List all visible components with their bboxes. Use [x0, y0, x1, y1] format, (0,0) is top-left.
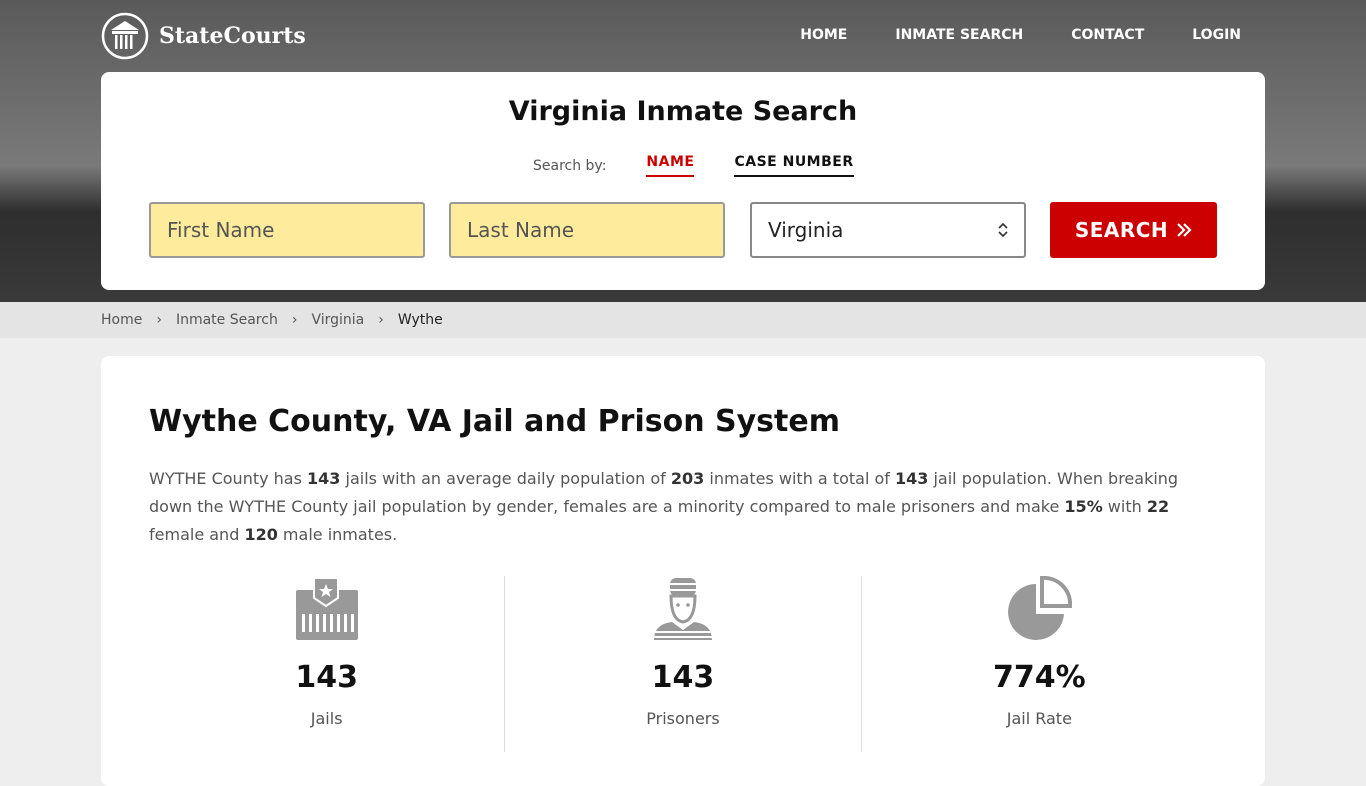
breadcrumb-current: Wythe — [397, 312, 443, 328]
nav-login[interactable]: LOGIN — [1192, 27, 1241, 43]
state-value: Virginia — [768, 218, 844, 242]
search-tabs: Search by: NAME CASE NUMBER — [533, 154, 854, 177]
breadcrumb-home[interactable]: Home — [101, 312, 143, 328]
stat-value: 143 — [651, 660, 715, 695]
nav-home[interactable]: HOME — [800, 27, 848, 43]
courthouse-logo-icon — [101, 12, 149, 60]
search-button-label: SEARCH — [1074, 218, 1169, 242]
pie-chart-icon — [1008, 575, 1073, 640]
double-chevron-right-icon — [1177, 223, 1192, 237]
page-title: Wythe County, VA Jail and Prison System — [149, 404, 840, 439]
search-title: Virginia Inmate Search — [508, 96, 858, 127]
stat-label: Prisoners — [646, 709, 720, 728]
brand-name: StateCourts — [159, 23, 306, 49]
stat-value: 774% — [992, 660, 1086, 695]
prisoner-icon — [653, 578, 712, 640]
search-button[interactable]: SEARCH — [1050, 202, 1217, 258]
breadcrumb-inmate-search[interactable]: Inmate Search — [175, 312, 278, 328]
last-name-input[interactable]: Last Name — [449, 202, 725, 258]
chevron-right-icon: › — [291, 312, 298, 328]
jail-icon — [295, 577, 358, 640]
summary-paragraph: WYTHE County has 143 jails with an avera… — [149, 469, 1179, 544]
stats-row: 143 Jails 143 Prisoners 774% Jail Rate — [149, 575, 1217, 752]
nav-inmate-search[interactable]: INMATE SEARCH — [895, 27, 1024, 43]
stat-value: 143 — [295, 660, 358, 695]
nav-contact[interactable]: CONTACT — [1071, 27, 1145, 43]
breadcrumb-virginia[interactable]: Virginia — [311, 312, 365, 328]
tab-name[interactable]: NAME — [646, 154, 695, 177]
state-select[interactable]: Virginia — [750, 202, 1026, 258]
chevron-updown-icon — [998, 222, 1008, 238]
search-by-label: Search by: — [533, 157, 607, 174]
stat-jails: 143 Jails — [149, 576, 506, 752]
search-card: Virginia Inmate Search Search by: NAME C… — [101, 72, 1265, 290]
top-nav: HOME INMATE SEARCH CONTACT LOGIN — [800, 27, 1241, 43]
stat-jail-rate: 774% Jail Rate — [862, 575, 1217, 752]
stat-prisoners: 143 Prisoners — [505, 576, 862, 752]
stat-label: Jail Rate — [1006, 709, 1072, 728]
hero-banner: StateCourts HOME INMATE SEARCH CONTACT L… — [0, 0, 1366, 302]
chevron-right-icon: › — [156, 312, 162, 328]
tab-case-number[interactable]: CASE NUMBER — [734, 154, 854, 177]
logo[interactable]: StateCourts — [101, 12, 306, 60]
chevron-right-icon: › — [378, 312, 384, 328]
breadcrumb: Home › Inmate Search › Virginia › Wythe — [0, 302, 1366, 338]
stat-label: Jails — [310, 709, 343, 728]
content-card: Wythe County, VA Jail and Prison System … — [101, 356, 1265, 786]
first-name-input[interactable]: First Name — [149, 202, 425, 258]
